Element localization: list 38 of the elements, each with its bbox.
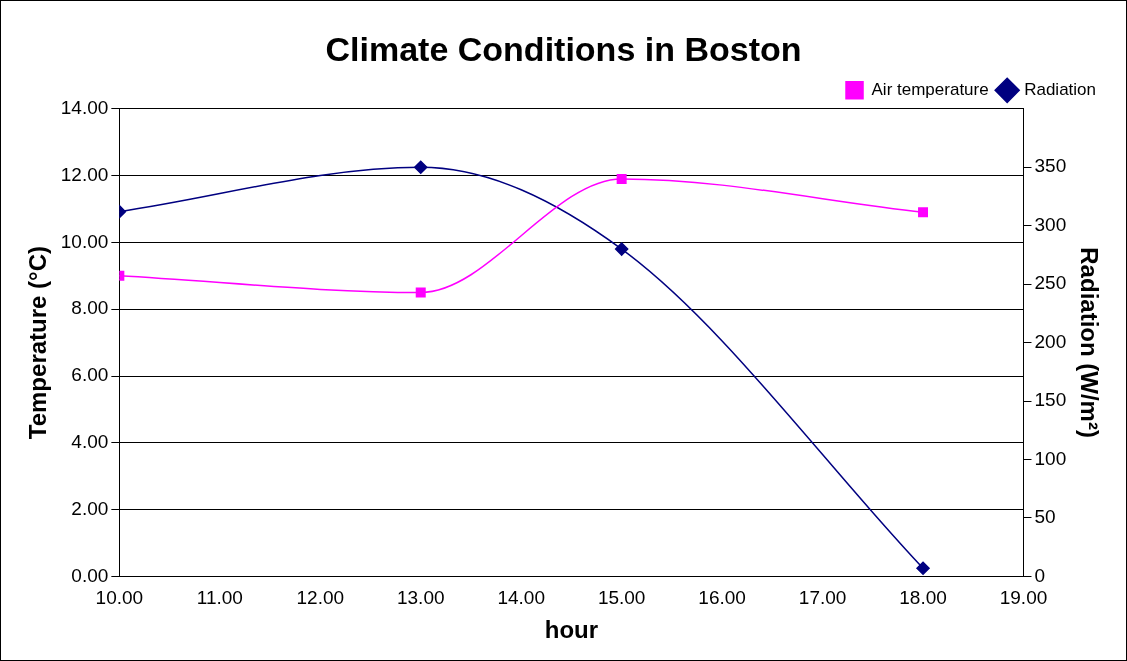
- y2-tick-label: 100: [1034, 447, 1067, 469]
- x-tick-label: 13.00: [396, 587, 445, 609]
- point: [916, 561, 930, 575]
- x-tick-label: 15.00: [597, 587, 646, 609]
- point: [413, 160, 428, 174]
- y2-tick-label: 350: [1034, 155, 1067, 177]
- y-tick-label: 2.00: [71, 497, 109, 519]
- point: [616, 173, 627, 184]
- x-tick-label: 12.00: [296, 587, 345, 609]
- y-tick-label: 8.00: [71, 297, 109, 319]
- point: [415, 287, 426, 298]
- chart-title: Climate Conditions in Boston: [325, 29, 802, 68]
- legend-label: Radiation: [1024, 79, 1096, 99]
- x-tick-label: 14.00: [497, 587, 545, 609]
- y-tick-label: 14.00: [60, 97, 109, 119]
- y-tick-label: 4.00: [71, 431, 109, 453]
- x-tick-label: 10.00: [95, 587, 144, 609]
- x-axis-title: hour: [544, 616, 599, 644]
- x-tick-label: 11.00: [196, 587, 243, 609]
- y2-tick-label: 50: [1034, 506, 1056, 528]
- y-axis-title: Temperature (°C): [24, 246, 52, 440]
- y-tick-label: 6.00: [71, 364, 109, 386]
- x-tick-label: 17.00: [798, 587, 847, 609]
- y-tick-label: 12.00: [60, 163, 109, 185]
- x-tick-label: 18.00: [899, 587, 947, 609]
- y2-tick-label: 150: [1034, 389, 1067, 411]
- y-tick-label: 0.00: [71, 564, 109, 586]
- y2-tick-label: 200: [1034, 330, 1067, 352]
- y2-tick-label: 250: [1034, 272, 1067, 294]
- point: [918, 207, 929, 218]
- y2-axis-title: Radiation (W/m²): [1075, 247, 1103, 438]
- point: [614, 242, 629, 256]
- legend-label: Air temperature: [871, 79, 989, 99]
- x-tick-label: 19.00: [999, 587, 1048, 609]
- y2-tick-label: 0: [1034, 564, 1046, 586]
- y-tick-label: 10.00: [60, 230, 109, 252]
- x-tick-label: 16.00: [698, 587, 746, 609]
- y2-tick-label: 300: [1034, 213, 1067, 235]
